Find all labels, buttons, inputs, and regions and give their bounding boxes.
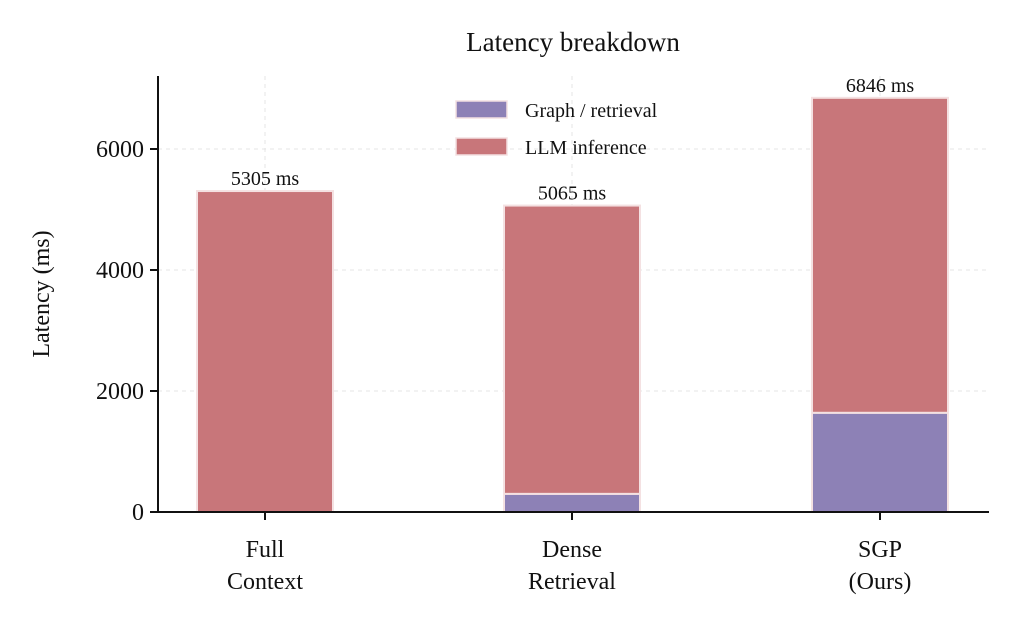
legend: Graph / retrieval LLM inference [455, 100, 658, 159]
y-tick-label: 0 [132, 500, 144, 526]
bar-segment-llm-inference [811, 96, 949, 414]
y-tick-label: 4000 [96, 258, 144, 284]
bar-segment-llm-inference [196, 190, 334, 514]
x-tick-label: Full Context [227, 537, 303, 595]
x-tick-label: SGP (Ours) [849, 537, 912, 595]
label-layer: 0 2000 4000 6000 5305 ms Full Context 5065 ms De… [96, 75, 914, 595]
legend-swatch [455, 100, 508, 119]
legend-label: Graph / retrieval [525, 100, 658, 122]
bar-segment-llm-inference [503, 204, 641, 495]
chart-title: Latency breakdown [466, 27, 680, 57]
y-tick-label: 2000 [96, 379, 144, 405]
bar-total-label: 5305 ms [231, 168, 300, 190]
y-axis-label: Latency (ms) [29, 230, 55, 357]
bar-total-label: 5065 ms [538, 183, 607, 205]
x-tick-label: Dense Retrieval [528, 537, 616, 595]
bar-segment-graph-retrieval [503, 492, 641, 514]
bar-total-label: 6846 ms [846, 75, 915, 97]
y-tick-label: 6000 [96, 137, 144, 163]
legend-label: LLM inference [525, 137, 647, 159]
bar-segment-graph-retrieval [811, 411, 949, 513]
bar-layer [196, 96, 949, 514]
legend-swatch [455, 137, 508, 156]
